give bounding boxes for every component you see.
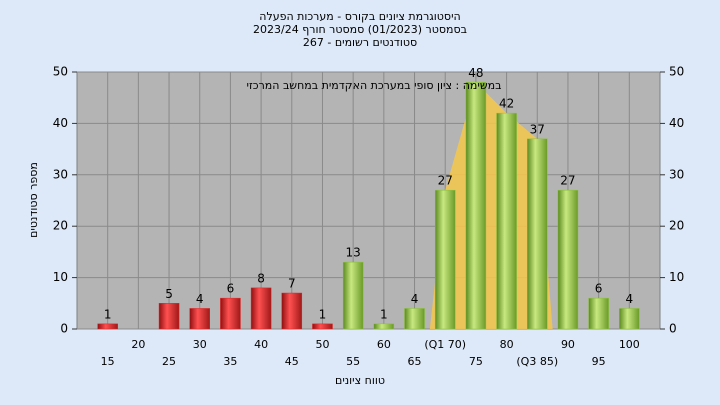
x-tick-label: 75 [469,355,483,368]
value-label: 13 [346,246,361,260]
bar [373,323,395,330]
bar [220,297,241,330]
value-label: 6 [595,282,603,296]
x-tick-label: 15 [101,355,115,368]
value-label: 4 [196,292,204,306]
x-tick-label: 55 [346,355,360,368]
y-tick-label: 50 [53,65,68,79]
y-tick-label: 40 [53,116,68,130]
x-tick-label: 95 [592,355,606,368]
x-tick-label: 60 [377,338,391,351]
value-label: 27 [438,174,453,188]
annotation: במשימה : ציון סופי במערכת האקדמית במחשב … [247,79,502,92]
title-line: היסטוגרמת ציונים בקורס - מערכות הפעלה [259,10,460,23]
y2-tick-label: 40 [669,116,684,130]
x-tick-label: 80 [500,338,514,351]
x-tick-label: 90 [561,338,575,351]
value-label: 5 [165,287,173,301]
x-axis-label: טווח ציונים [335,374,385,387]
bar [465,82,487,330]
x-tick-label: 45 [285,355,299,368]
y-tick-label: 0 [60,322,68,336]
title-line: בסמסטר (01/2023) סמסטר חורף 2023/24 [253,23,467,36]
x-tick-label: 30 [193,338,207,351]
bar [496,112,517,330]
x-tick-label: (Q3 85) [516,355,558,368]
y-tick-label: 30 [53,167,68,181]
bar [281,292,303,330]
bar [342,261,364,330]
y2-tick-label: 20 [669,219,684,233]
x-tick-label: 40 [254,338,268,351]
bar [434,189,456,330]
title-line: סטודנטים רשומים - 267 [303,36,417,49]
x-tick-label: 50 [315,338,329,351]
value-label: 27 [560,174,575,188]
value-label: 1 [319,307,327,321]
x-tick-label: 25 [162,355,176,368]
value-label: 6 [227,282,235,296]
value-label: 1 [104,307,112,321]
bar [158,303,180,330]
bar [189,308,210,330]
x-tick-label: 65 [408,355,422,368]
y2-tick-label: 50 [669,65,684,79]
y2-tick-label: 10 [669,270,684,284]
bar [250,287,272,330]
value-label: 4 [411,292,419,306]
bar [557,189,579,330]
y2-tick-label: 30 [669,167,684,181]
x-tick-label: 20 [131,338,145,351]
quartile-area [429,82,553,329]
x-tick-label: 100 [619,338,640,351]
bar [619,308,640,330]
value-label: 42 [499,97,514,111]
value-label: 4 [625,292,633,306]
bar [97,323,118,330]
value-label: 8 [257,271,265,285]
y-tick-label: 20 [53,219,68,233]
value-label: 37 [530,122,545,136]
y2-tick-label: 0 [669,322,677,336]
value-label: 1 [380,307,388,321]
y-axis-label: מספר סטודנטים [27,162,40,238]
bar [312,323,333,330]
x-tick-label: (Q1 70) [424,338,466,351]
x-tick-label: 35 [223,355,237,368]
bar [527,138,548,330]
bar [404,308,425,330]
value-label: 7 [288,277,296,291]
bar [588,297,609,330]
value-label: 48 [468,66,483,80]
y-tick-label: 10 [53,270,68,284]
